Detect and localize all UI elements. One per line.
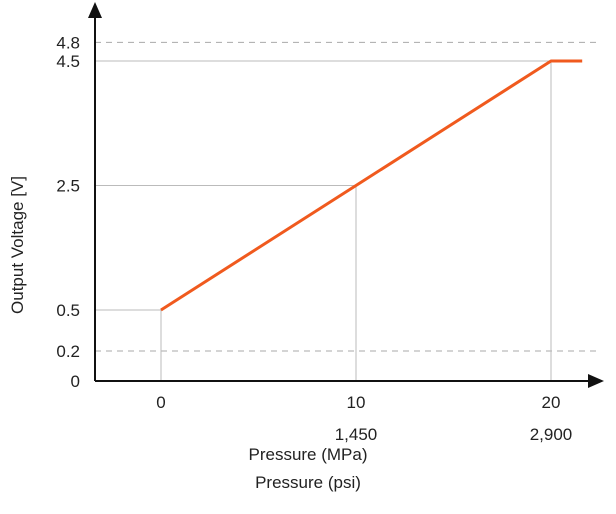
- x-tick-label-psi: 2,900: [530, 425, 573, 444]
- series-line-output: [160, 59, 583, 312]
- y-tick-label: 4.5: [56, 52, 80, 71]
- y-tick-label: 0: [71, 372, 80, 391]
- x-tick-label-psi: 1,450: [335, 425, 378, 444]
- y-axis-title: Output Voltage [V]: [8, 176, 27, 314]
- x-axis-title-mpa: Pressure (MPa): [248, 445, 367, 464]
- y-axis-arrow-icon: [88, 2, 102, 18]
- x-axis-arrow-icon: [588, 374, 604, 388]
- y-tick-label: 0.5: [56, 301, 80, 320]
- y-tick-label: 2.5: [56, 177, 80, 196]
- x-tick-label: 10: [347, 393, 366, 412]
- x-axis-title-psi: Pressure (psi): [255, 473, 361, 492]
- y-tick-label: 4.8: [56, 33, 80, 52]
- x-tick-label: 0: [156, 393, 165, 412]
- y-tick-label: 0.2: [56, 342, 80, 361]
- x-tick-label: 20: [542, 393, 561, 412]
